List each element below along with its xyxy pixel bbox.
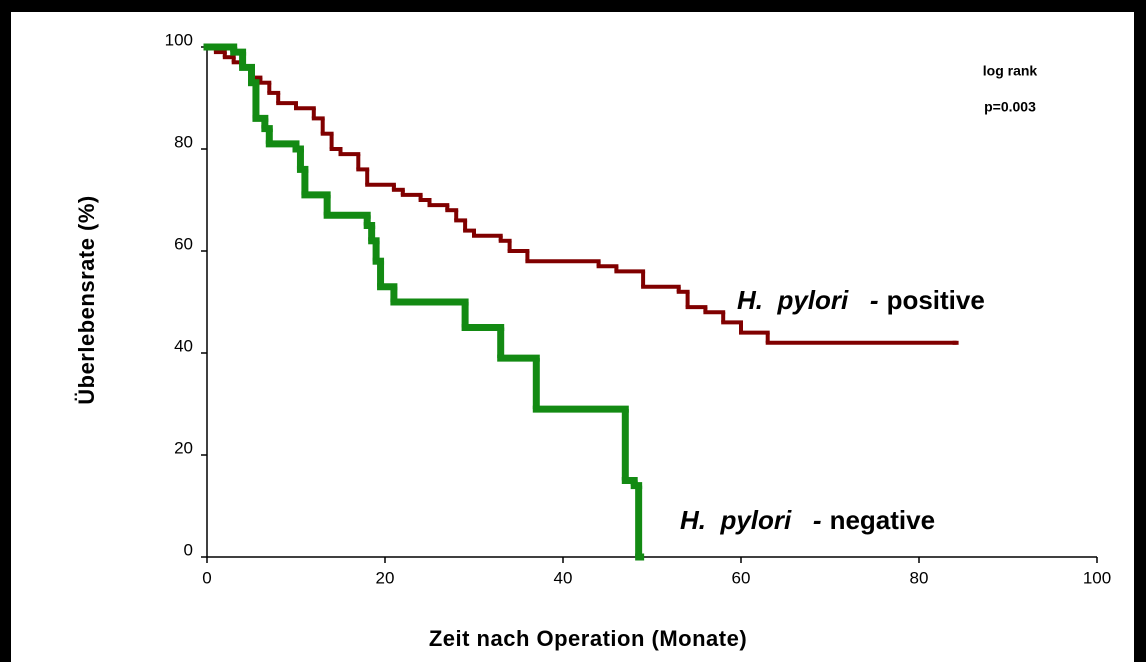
y-tick-label: 60 [174, 234, 193, 253]
x-tick-label: 40 [554, 568, 573, 587]
series-label-prefix: H. pylori - [737, 285, 879, 315]
y-tick-label: 20 [174, 438, 193, 457]
annotation: p=0.003 [984, 99, 1036, 115]
series-label-name: negative [830, 505, 936, 535]
x-tick-label: 0 [202, 568, 211, 587]
y-tick-label: 0 [184, 540, 193, 559]
x-tick-label: 80 [910, 568, 929, 587]
series-label-prefix: H. pylori - [680, 505, 822, 535]
y-axis-label: Überlebensrate (%) [74, 195, 99, 405]
series-label-name: positive [887, 285, 985, 315]
x-axis-label: Zeit nach Operation (Monate) [429, 626, 747, 651]
x-tick-label: 20 [376, 568, 395, 587]
y-tick-label: 40 [174, 336, 193, 355]
y-tick-label: 100 [165, 30, 193, 49]
series-label: H. pylori - positive [737, 285, 985, 315]
series-label: H. pylori - negative [680, 505, 935, 535]
x-tick-label: 100 [1083, 568, 1111, 587]
x-tick-label: 60 [732, 568, 751, 587]
y-tick-label: 80 [174, 132, 193, 151]
annotation: log rank [983, 63, 1038, 79]
